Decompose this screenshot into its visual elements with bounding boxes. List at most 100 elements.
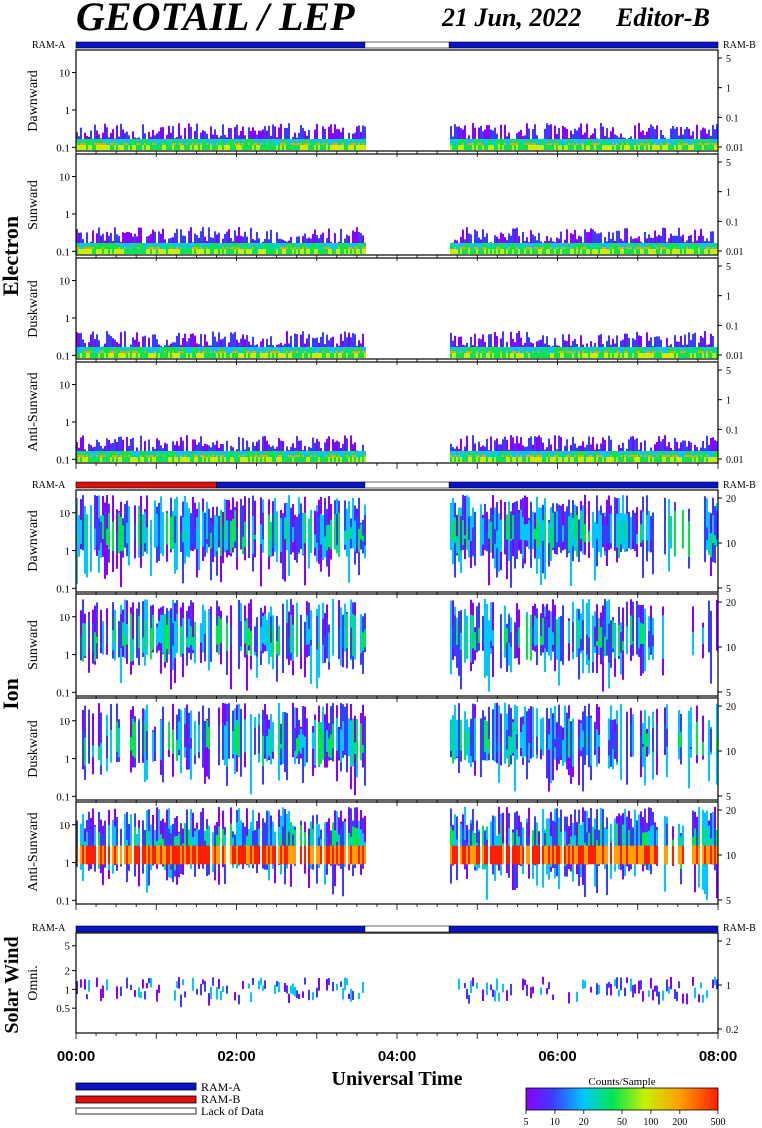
colorbar-tick-label: 50 [617, 1117, 627, 1128]
colorbar-tick-label: 100 [643, 1117, 658, 1128]
panel-electron-sunward [76, 227, 718, 254]
chart-editor: Editor-B [615, 3, 710, 32]
y-tick-label: 1 [65, 313, 71, 325]
y-tick-label: 10 [59, 612, 71, 624]
panel-label-ion-anti-sunward: Anti-Sunward [26, 812, 41, 891]
y-tick-label: 1 [65, 858, 71, 870]
ram-mode-bars [75, 41, 719, 933]
panel-label-electron-duskward: Duskward [26, 280, 41, 338]
panel-ion-sunward [80, 598, 718, 692]
right-tick-label: 1 [726, 292, 731, 303]
right-tick-label: 0.01 [726, 247, 744, 258]
right-tick-label: 0.01 [726, 455, 744, 466]
panel-label-solar-wind-omni: Omni. [26, 965, 41, 1000]
right-tick-label: 5 [726, 262, 731, 273]
mode-legend: RAM-A RAM-B Lack of Data [75, 1080, 264, 1118]
right-tick-label: 1 [726, 84, 731, 95]
y-tick-label: 1 [65, 105, 71, 117]
panel-label-electron-dawnward: Dawnward [26, 70, 41, 131]
panel-ion-anti-sunward [76, 806, 718, 901]
ram-bar-segment [216, 481, 366, 489]
panel-solar-wind-omni [76, 976, 718, 1008]
colorbar-tick-label: 500 [711, 1117, 726, 1128]
y-tick-label: 2 [65, 966, 71, 978]
ram-a-label-ion: RAM-A [32, 480, 66, 491]
spectrogram-panels [76, 123, 718, 1008]
right-tick-label: 2 [726, 937, 731, 948]
y-tick-label: 1 [65, 417, 71, 429]
x-tick-label: 08:00 [699, 1048, 737, 1065]
y-tick-label: 1 [65, 546, 71, 558]
right-tick-label: 1 [726, 396, 731, 407]
y-tick-label: 10 [59, 380, 71, 392]
panel-ion-dawnward [76, 494, 718, 588]
chart-title: GEOTAIL / LEP [76, 0, 355, 39]
panel-electron-duskward [76, 331, 718, 358]
ram-a-label-electron: RAM-A [32, 40, 66, 51]
y-tick-label: 0.1 [56, 687, 70, 699]
panel-label-electron-anti-sunward: Anti-Sunward [26, 372, 41, 451]
right-tick-label: 10 [726, 851, 736, 862]
ram-bar-segment [448, 925, 719, 933]
group-label-electron: Electron [0, 216, 23, 296]
right-tick-label: 20 [726, 598, 736, 609]
panel-label-ion-dawnward: Dawnward [26, 510, 41, 571]
y-tick-label: 10 [59, 68, 71, 80]
ram-b-label-solar-wind: RAM-B [723, 923, 756, 934]
y-tick-label: 0.1 [56, 583, 70, 595]
x-tick-label: 04:00 [378, 1048, 416, 1065]
colorbar-tick-label: 5 [524, 1117, 529, 1128]
ram-bar-segment [364, 41, 450, 49]
ram-a-label-solar-wind: RAM-A [32, 923, 66, 934]
ram-bar-segment [75, 481, 217, 489]
ram-bar-segment [448, 481, 719, 489]
panel-label-ion-duskward: Duskward [26, 720, 41, 778]
y-tick-label: 0.1 [56, 454, 70, 466]
legend-swatch-no-data [75, 1107, 197, 1115]
right-tick-label: 10 [726, 539, 736, 550]
chart-date: 21 Jun, 2022 [441, 3, 581, 32]
right-tick-label: 0.01 [726, 143, 744, 154]
y-tick-label: 0.1 [56, 895, 70, 907]
ram-b-label-ion: RAM-B [723, 480, 756, 491]
y-tick-label: 0.1 [56, 142, 70, 154]
panel-electron-anti-sunward [76, 435, 718, 462]
x-tick-label: 02:00 [217, 1048, 255, 1065]
right-tick-label: 0.2 [726, 1025, 739, 1036]
legend-swatch-ram-b [75, 1095, 197, 1104]
colorbar-scale [525, 1087, 719, 1111]
group-label-solar-wind: Solar Wind [1, 936, 23, 1033]
panel-electron-dawnward [76, 123, 718, 150]
y-tick-label: 10 [59, 276, 71, 288]
colorbar-tick-label: 20 [579, 1117, 589, 1128]
x-axis-title: Universal Time [332, 1068, 463, 1090]
group-label-ion: Ion [0, 678, 23, 710]
y-tick-label: 10 [59, 820, 71, 832]
right-tick-label: 20 [726, 702, 736, 713]
right-tick-label: 5 [726, 896, 731, 907]
right-tick-label: 10 [726, 747, 736, 758]
right-tick-label: 0.1 [726, 217, 739, 228]
y-tick-label: 1 [65, 984, 71, 996]
y-tick-label: 5 [65, 941, 71, 953]
right-tick-label: 5 [726, 158, 731, 169]
right-tick-label: 5 [726, 688, 731, 699]
y-tick-label: 10 [59, 172, 71, 184]
right-tick-label: 5 [726, 792, 731, 803]
ram-b-label-electron: RAM-B [723, 40, 756, 51]
right-tick-label: 5 [726, 584, 731, 595]
y-tick-label: 10 [59, 716, 71, 728]
right-tick-label: 0.1 [726, 425, 739, 436]
right-tick-label: 0.1 [726, 321, 739, 332]
right-tick-label: 0.01 [726, 351, 744, 362]
colorbar-tick-label: 10 [550, 1117, 560, 1128]
y-tick-label: 10 [59, 508, 71, 520]
y-tick-label: 0.1 [56, 791, 70, 803]
right-tick-label: 5 [726, 366, 731, 377]
x-tick-label: 06:00 [538, 1048, 576, 1065]
x-tick-label: 00:00 [57, 1048, 95, 1065]
y-tick-label: 1 [65, 754, 71, 766]
y-tick-label: 0.1 [56, 246, 70, 258]
right-tick-label: 1 [726, 188, 731, 199]
